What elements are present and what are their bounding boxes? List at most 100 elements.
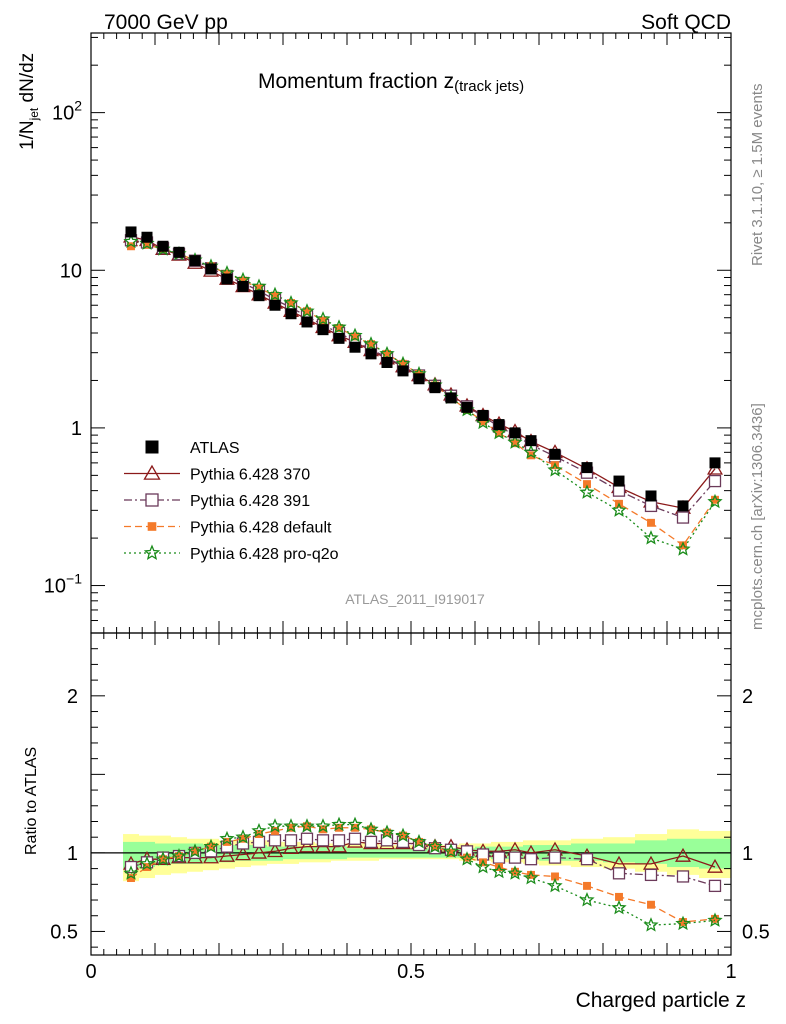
line-pythia-6-428-391 <box>130 239 716 519</box>
point-atlas <box>285 308 297 320</box>
ratio-point-pythia-6-428-pro-q2o <box>547 877 563 893</box>
ratio-point-pythia-6-428-pro-q2o <box>443 843 459 858</box>
chart-title: Momentum fraction z(track jets) <box>258 70 524 95</box>
band-inner-bin <box>635 840 667 864</box>
ratio-y-tick-label-right: 1 <box>742 843 753 865</box>
ratio-point-pythia-6-428-default <box>527 870 535 879</box>
point-pythia-6-428-pro-q2o <box>491 424 507 440</box>
legend-item-pythia-6-428-default: Pythia 6.428 default <box>124 520 332 537</box>
point-pythia-6-428-pro-q2o <box>579 484 595 499</box>
ratio-point-pythia-6-428-391 <box>548 851 562 864</box>
point-pythia-6-428-default <box>711 495 719 504</box>
legend-item-pythia-6-428-pro-q2o: Pythia 6.428 pro-q2o <box>124 544 339 563</box>
point-pythia-6-428-pro-q2o <box>379 345 395 361</box>
point-pythia-6-428-default <box>255 284 263 293</box>
y-axis-label: 1/Njet dN/dz <box>17 53 41 150</box>
legend-label-pythia-6-428-370: Pythia 6.428 370 <box>190 467 310 484</box>
ratio-point-pythia-6-428-pro-q2o <box>459 851 475 866</box>
point-atlas <box>493 419 505 431</box>
ratio-panel-frame <box>90 632 732 956</box>
ratio-point-pythia-6-428-pro-q2o <box>299 818 315 833</box>
point-pythia-6-428-default <box>583 480 591 489</box>
point-atlas <box>221 273 233 285</box>
ratio-point-pythia-6-428-default <box>647 900 655 909</box>
ratio-point-pythia-6-428-391 <box>644 868 658 882</box>
point-atlas <box>269 299 281 311</box>
ratio-point-pythia-6-428-391 <box>508 851 522 864</box>
legend-label-pythia-6-428-391: Pythia 6.428 391 <box>190 493 310 510</box>
ratio-panel-marks <box>123 816 723 932</box>
legend-label-pythia-6-428-pro-q2o: Pythia 6.428 pro-q2o <box>190 546 339 563</box>
ratio-point-pythia-6-428-391 <box>268 834 282 847</box>
ratio-point-pythia-6-428-391 <box>676 870 690 883</box>
legend-marker-pythia-6-428-370 <box>143 464 161 480</box>
point-pythia-6-428-pro-q2o <box>643 530 659 545</box>
ratio-point-pythia-6-428-370 <box>267 843 283 858</box>
ratio-point-pythia-6-428-default <box>207 842 215 851</box>
point-atlas <box>549 448 561 460</box>
ratio-y-tick-label-left: 2 <box>67 686 78 708</box>
legend-label-atlas: ATLAS <box>190 440 240 457</box>
ratio-point-pythia-6-428-pro-q2o <box>507 865 523 880</box>
point-pythia-6-428-default <box>367 340 375 349</box>
legend-item-pythia-6-428-370: Pythia 6.428 370 <box>124 464 310 484</box>
ratio-point-pythia-6-428-pro-q2o <box>475 859 491 874</box>
ratio-point-pythia-6-428-pro-q2o <box>315 818 331 833</box>
ratio-y-tick-label-right: 2 <box>742 686 753 708</box>
point-atlas <box>365 348 377 360</box>
ratio-point-pythia-6-428-391 <box>332 834 346 847</box>
legend-label-pythia-6-428-default: Pythia 6.428 default <box>190 520 332 537</box>
y-tick-label-exp: −1 <box>66 571 82 587</box>
ratio-point-pythia-6-428-391 <box>492 851 506 864</box>
point-atlas <box>397 365 409 377</box>
point-pythia-6-428-pro-q2o <box>507 434 523 449</box>
ratio-point-pythia-6-428-391 <box>300 832 314 845</box>
point-pythia-6-428-default <box>335 324 343 333</box>
point-pythia-6-428-pro-q2o <box>315 311 331 326</box>
ratio-point-pythia-6-428-pro-q2o <box>187 843 203 858</box>
point-atlas <box>317 324 329 336</box>
ratio-point-pythia-6-428-default <box>615 892 623 901</box>
point-atlas <box>709 457 721 469</box>
point-pythia-6-428-391 <box>644 499 658 513</box>
legend: ATLAS Pythia 6.428 370 Pythia 6.428 391 Pyt… <box>124 440 339 563</box>
header-process-label: Soft QCD <box>641 11 731 34</box>
x-tick-label: 0 <box>85 961 96 983</box>
ratio-point-pythia-6-428-pro-q2o <box>707 912 723 927</box>
y-tick-label: 10 <box>60 260 82 282</box>
y-axis-label-tail: dN/dz <box>17 53 38 108</box>
line-pythia-6-428-default <box>130 244 716 547</box>
mcplots-label: mcplots.cern.ch [arXiv:1306.3436] <box>749 403 766 630</box>
point-pythia-6-428-default <box>351 332 359 341</box>
ratio-point-pythia-6-428-391 <box>524 853 538 866</box>
x-tick-label: 0.5 <box>397 961 425 983</box>
ratio-point-pythia-6-428-pro-q2o <box>235 829 251 844</box>
point-pythia-6-428-default <box>479 417 487 426</box>
ratio-point-pythia-6-428-391 <box>316 834 330 847</box>
legend-marker-pythia-6-428-pro-q2o <box>143 544 161 560</box>
ratio-point-pythia-6-428-pro-q2o <box>579 892 595 907</box>
x-axis-label: Charged particle z <box>576 989 746 1012</box>
ratio-point-pythia-6-428-default <box>583 881 591 890</box>
point-atlas <box>301 316 313 328</box>
point-pythia-6-428-pro-q2o <box>299 303 315 318</box>
ratio-point-pythia-6-428-pro-q2o <box>139 855 155 871</box>
ratio-y-tick-label-right: 0.5 <box>742 921 770 943</box>
ratio-point-pythia-6-428-391 <box>708 879 722 893</box>
band-inner-bin <box>699 838 731 869</box>
main-panel-marks <box>123 226 723 556</box>
ratio-point-pythia-6-428-pro-q2o <box>427 838 443 854</box>
y-tick-label: 1 <box>71 418 82 440</box>
ratio-point-pythia-6-428-370 <box>675 847 691 862</box>
ratio-point-pythia-6-428-default <box>679 918 687 926</box>
point-atlas <box>413 373 425 385</box>
y-axis-label-main: 1/N <box>17 120 38 150</box>
ratio-point-pythia-6-428-pro-q2o <box>523 870 539 885</box>
ratio-point-pythia-6-428-370 <box>299 838 315 853</box>
point-atlas <box>253 290 265 302</box>
ratio-point-pythia-6-428-pro-q2o <box>155 851 171 866</box>
chart-title-main: Momentum fraction z <box>258 70 454 93</box>
point-pythia-6-428-pro-q2o <box>611 502 627 517</box>
